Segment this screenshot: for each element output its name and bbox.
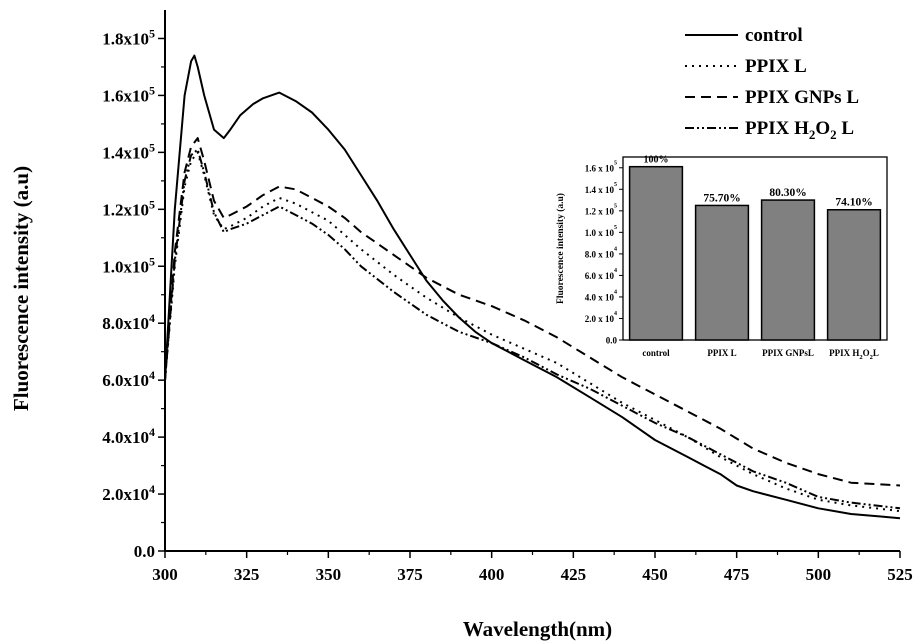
y-tick-label: 0.0 bbox=[134, 542, 155, 561]
inset-bar bbox=[826, 208, 882, 341]
legend-label: control bbox=[745, 25, 803, 46]
inset-bar bbox=[628, 165, 684, 341]
x-tick-label: 375 bbox=[397, 565, 423, 584]
inset-y-tick-label: 0.0 bbox=[606, 336, 618, 346]
inset-data-label: 75.70% bbox=[703, 192, 740, 204]
y-tick-label: 1.4x105 bbox=[102, 140, 155, 162]
inset-bar bbox=[694, 204, 750, 341]
series-line bbox=[164, 148, 901, 510]
inset-category-label: PPIX H2O2L bbox=[829, 348, 879, 361]
inset-y-tick-label: 4.0 x 104 bbox=[585, 289, 617, 302]
inset-bar-chart: 0.0 2.0 x 104 4.0 x 104 6.0 x 104 8.0 x 104 1… bbox=[555, 155, 888, 361]
inset-data-label: 74.10% bbox=[835, 197, 872, 209]
inset-frame bbox=[622, 156, 888, 341]
inset-y-tick-label: 1.6 x 105 bbox=[585, 160, 617, 173]
x-tick-label: 400 bbox=[479, 565, 505, 584]
x-tick-label: 475 bbox=[724, 565, 750, 584]
y-axis-title: Fluorescence intensity (a.u) bbox=[9, 166, 33, 411]
y-tick-label: 1.0x105 bbox=[102, 254, 155, 276]
inset-category-label: control bbox=[642, 348, 670, 358]
inset-y-tick-label: 1.0 x 105 bbox=[585, 225, 617, 238]
x-tick-label: 300 bbox=[152, 565, 178, 584]
x-tick-label: 450 bbox=[642, 565, 668, 584]
y-tick-label: 4.0x104 bbox=[102, 425, 155, 447]
series-line bbox=[164, 137, 901, 487]
inset-data-label: 100% bbox=[644, 155, 669, 166]
inset-bar bbox=[760, 199, 816, 341]
y-tick-label: 1.2x105 bbox=[102, 197, 155, 219]
legend-label: PPIX L bbox=[745, 56, 807, 77]
inset-y-tick-label: 8.0 x 104 bbox=[585, 246, 617, 259]
y-tick-label: 2.0x104 bbox=[102, 482, 155, 504]
legend: control PPIX L PPIX GNPs L PPIX H2O2 L bbox=[685, 25, 859, 142]
x-tick-label: 325 bbox=[234, 565, 260, 584]
x-tick-label: 500 bbox=[806, 565, 832, 584]
legend-label: PPIX GNPs L bbox=[745, 87, 859, 108]
legend-label: PPIX H2O2 L bbox=[745, 118, 854, 142]
inset-y-axis-title: Fluorescence intensity (a.u) bbox=[555, 193, 566, 304]
inset-y-tick-label: 1.2 x 105 bbox=[585, 203, 617, 216]
y-tick-label: 8.0x104 bbox=[102, 311, 155, 333]
y-tick-label: 1.8x105 bbox=[102, 26, 155, 48]
inset-y-tick-label: 1.4 x 105 bbox=[585, 182, 617, 195]
inset-category-label: PPIX L bbox=[707, 348, 736, 358]
inset-y-tick-label: 6.0 x 104 bbox=[585, 268, 617, 281]
x-tick-label: 350 bbox=[316, 565, 342, 584]
inset-category-label: PPIX GNPsL bbox=[762, 348, 814, 358]
x-tick-label: 525 bbox=[887, 565, 913, 584]
main-chart: 300 325 350 375 400 425 450 475 500 525 0.0 2.0x104… bbox=[9, 10, 913, 641]
y-tick-label: 6.0x104 bbox=[102, 368, 155, 390]
inset-data-label: 80.30% bbox=[769, 187, 806, 199]
inset-y-tick-label: 2.0 x 104 bbox=[585, 311, 617, 324]
y-tick-label: 1.6x105 bbox=[102, 83, 155, 105]
x-tick-label: 425 bbox=[561, 565, 587, 584]
x-axis-title: Wavelength(nm) bbox=[463, 617, 612, 641]
series-line bbox=[164, 54, 901, 520]
